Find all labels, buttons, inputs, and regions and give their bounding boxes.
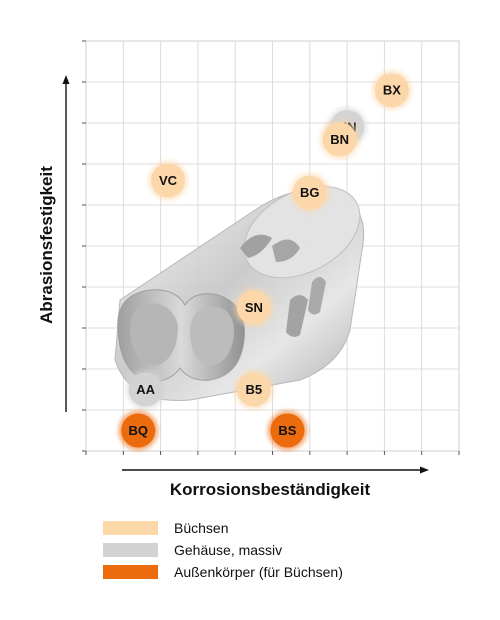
data-point-bq: BQ: [118, 410, 159, 451]
data-point-vc: VC: [148, 160, 189, 201]
data-point-sn: SN: [233, 287, 274, 328]
point-label: SN: [245, 300, 263, 315]
point-marker: [121, 413, 156, 448]
point-label: AA: [136, 382, 155, 397]
data-point-b5: B5: [233, 369, 274, 410]
data-point-bg: BG: [289, 172, 330, 213]
x-axis-title: Korrosionsbeständigkeit: [170, 480, 371, 499]
y-axis-arrow: [62, 75, 70, 412]
legend-swatch-buechsen: [103, 521, 158, 535]
point-marker: [270, 413, 305, 448]
point-label: B5: [246, 382, 263, 397]
data-point-aa: AA: [125, 369, 166, 410]
point-label: BS: [278, 423, 296, 438]
point-marker: [292, 175, 327, 210]
point-marker: [236, 372, 271, 407]
legend: Büchsen Gehäuse, massiv Außenkörper (für…: [103, 517, 343, 583]
point-label: BG: [300, 185, 320, 200]
x-axis-arrow: [122, 466, 429, 474]
legend-item: Büchsen: [103, 517, 343, 539]
point-label: BQ: [128, 423, 148, 438]
point-label: VC: [159, 173, 178, 188]
point-marker: [374, 73, 409, 108]
data-point-bs: BS: [267, 410, 308, 451]
point-label: BX: [383, 83, 401, 98]
legend-label: Büchsen: [174, 520, 229, 536]
point-marker: [128, 372, 163, 407]
data-points: HNBXBNVCBGSNB5AABQBS: [118, 70, 412, 451]
point-marker: [151, 163, 186, 198]
point-marker: [322, 122, 357, 157]
legend-item: Gehäuse, massiv: [103, 539, 343, 561]
legend-label: Gehäuse, massiv: [174, 542, 283, 558]
legend-swatch-gehaeuse: [103, 543, 158, 557]
legend-item: Außenkörper (für Büchsen): [103, 561, 343, 583]
point-marker: [236, 290, 271, 325]
legend-swatch-aussenkoerper: [103, 565, 158, 579]
data-point-bn: BN: [319, 119, 360, 160]
data-point-bx: BX: [371, 70, 412, 111]
legend-label: Außenkörper (für Büchsen): [174, 564, 343, 580]
point-label: BN: [330, 132, 349, 147]
y-axis-title: Abrasionsfestigkeit: [37, 166, 56, 324]
